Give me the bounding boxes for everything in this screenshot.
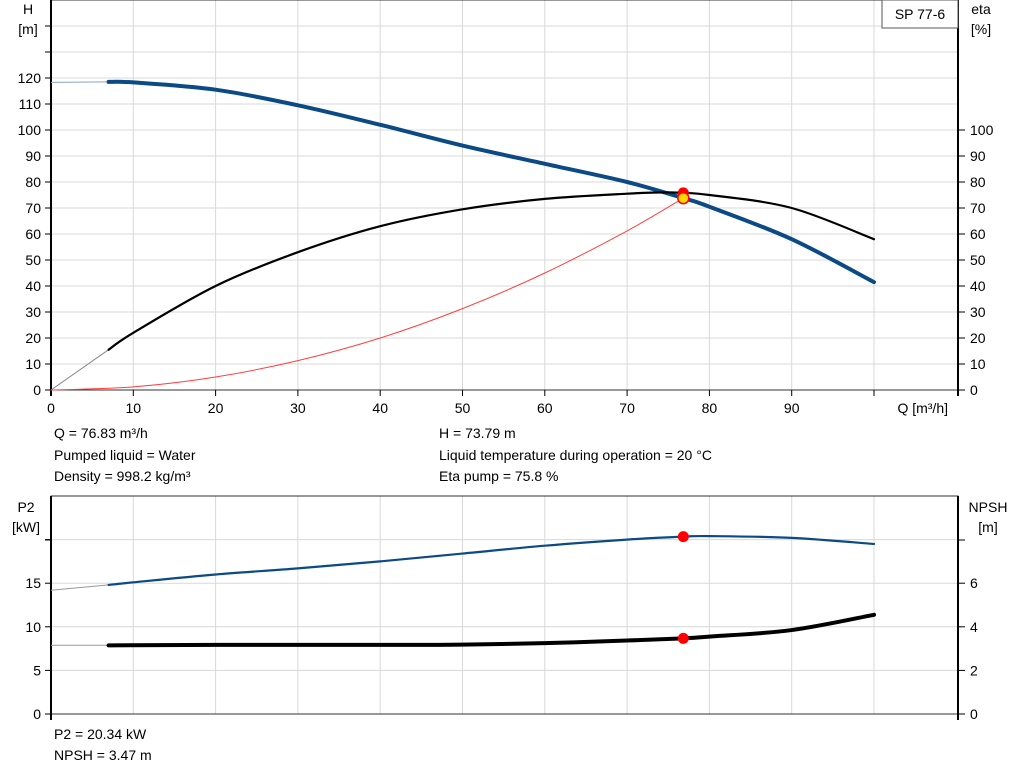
H-curve <box>106 79 876 285</box>
y-left-tick-label: 10 <box>25 356 41 372</box>
y-left-tick-label: 0 <box>33 382 41 398</box>
y-right-tick-label: 70 <box>970 200 986 216</box>
info-flow: Q = 76.83 m³/h <box>54 425 148 441</box>
x-tick-label: 80 <box>702 400 718 416</box>
head-operating-point <box>677 191 690 205</box>
info-head: H = 73.79 m <box>439 425 516 441</box>
model-label: SP 77-6 <box>895 6 946 22</box>
info-eta: Eta pump = 75.8 % <box>439 468 559 484</box>
x-tick-label: 20 <box>208 400 224 416</box>
info-density: Density = 998.2 kg/m³ <box>54 468 191 484</box>
y-left-tick-label: 60 <box>25 226 41 242</box>
x-tick-label: 90 <box>784 400 800 416</box>
x-tick-label: 60 <box>537 400 553 416</box>
x-tick-label: 70 <box>619 400 635 416</box>
y-left-axis-label: [m] <box>18 21 37 37</box>
y-left-tick-label: 70 <box>25 200 41 216</box>
y-right-tick-label: 30 <box>970 304 986 320</box>
info-p2: P2 = 20.34 kW <box>54 726 147 742</box>
y-left-axis-label: H <box>23 1 33 17</box>
eta-curve-extension <box>50 349 109 391</box>
y-left-tick-label: 90 <box>25 148 41 164</box>
y-left-tick-label: 40 <box>25 278 41 294</box>
y-left-tick-label: 30 <box>25 304 41 320</box>
x-tick-label: 0 <box>47 400 55 416</box>
y-left-tick-label: 10 <box>25 619 41 635</box>
y-left-tick-label: 15 <box>25 575 41 591</box>
y-right-tick-label: 40 <box>970 278 986 294</box>
y-right-tick-label: 0 <box>970 382 978 398</box>
plot-frame <box>50 495 959 715</box>
npsh-operating-point <box>677 632 689 644</box>
info-temperature: Liquid temperature during operation = 20… <box>439 447 712 463</box>
y-left-tick-label: 110 <box>19 96 42 112</box>
plot-frame <box>50 0 959 391</box>
x-tick-label: 10 <box>126 400 142 416</box>
y-left-tick-label: 0 <box>33 706 41 722</box>
x-tick-label: 50 <box>455 400 471 416</box>
y-right-axis-label: NPSH <box>969 499 1008 515</box>
y-right-axis-label: [%] <box>971 21 991 37</box>
p2-operating-point <box>677 531 689 543</box>
info-liquid: Pumped liquid = Water <box>54 447 196 463</box>
NPSH-curve <box>106 612 876 648</box>
y-right-tick-label: 60 <box>970 226 986 242</box>
P2-curve-extension <box>50 584 109 591</box>
y-right-tick-label: 80 <box>970 174 986 190</box>
y-left-tick-label: 50 <box>25 252 41 268</box>
system-curve <box>50 197 684 391</box>
y-right-axis-label: [m] <box>978 519 997 535</box>
y-left-axis-label: [kW] <box>12 519 40 535</box>
H-curve-extension <box>50 81 109 83</box>
y-right-axis-label: eta <box>971 1 991 17</box>
y-left-axis-label: P2 <box>17 499 34 515</box>
y-right-tick-label: 2 <box>970 662 978 678</box>
y-left-tick-label: 100 <box>18 122 42 138</box>
y-right-tick-label: 100 <box>970 122 994 138</box>
y-right-tick-label: 0 <box>970 706 978 722</box>
x-tick-label: 40 <box>372 400 388 416</box>
y-right-tick-label: 50 <box>970 252 986 268</box>
y-right-tick-label: 20 <box>970 330 986 346</box>
model-label-box <box>881 0 959 29</box>
P2-curve <box>107 534 876 587</box>
x-axis-label: Q [m³/h] <box>897 400 948 416</box>
y-right-tick-label: 6 <box>970 575 978 591</box>
y-right-tick-label: 4 <box>970 619 978 635</box>
x-tick-label: 30 <box>290 400 306 416</box>
y-left-tick-label: 5 <box>33 662 41 678</box>
y-left-tick-label: 120 <box>18 70 42 86</box>
y-left-tick-label: 80 <box>25 174 41 190</box>
eta-curve <box>107 191 876 351</box>
y-left-tick-label: 20 <box>25 330 41 346</box>
info-npsh: NPSH = 3.47 m <box>54 747 152 763</box>
y-right-tick-label: 10 <box>970 356 986 372</box>
y-right-tick-label: 90 <box>970 148 986 164</box>
